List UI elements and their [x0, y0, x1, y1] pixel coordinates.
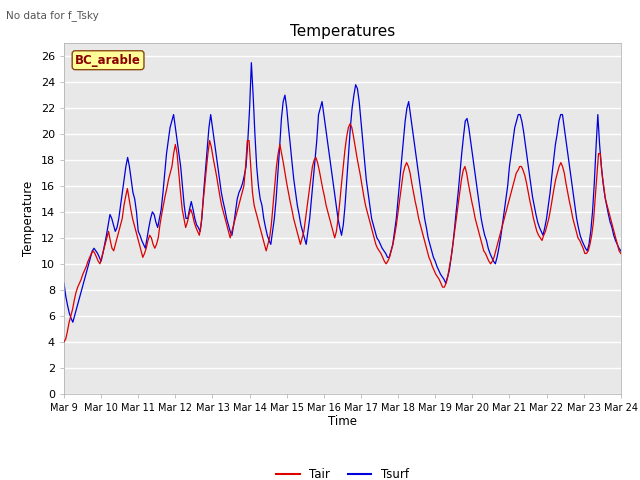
Text: BC_arable: BC_arable [75, 54, 141, 67]
Y-axis label: Temperature: Temperature [22, 181, 35, 256]
X-axis label: Time: Time [328, 415, 357, 429]
Text: No data for f_Tsky: No data for f_Tsky [6, 10, 99, 21]
Title: Temperatures: Temperatures [290, 24, 395, 39]
Legend: Tair, Tsurf: Tair, Tsurf [271, 463, 413, 480]
